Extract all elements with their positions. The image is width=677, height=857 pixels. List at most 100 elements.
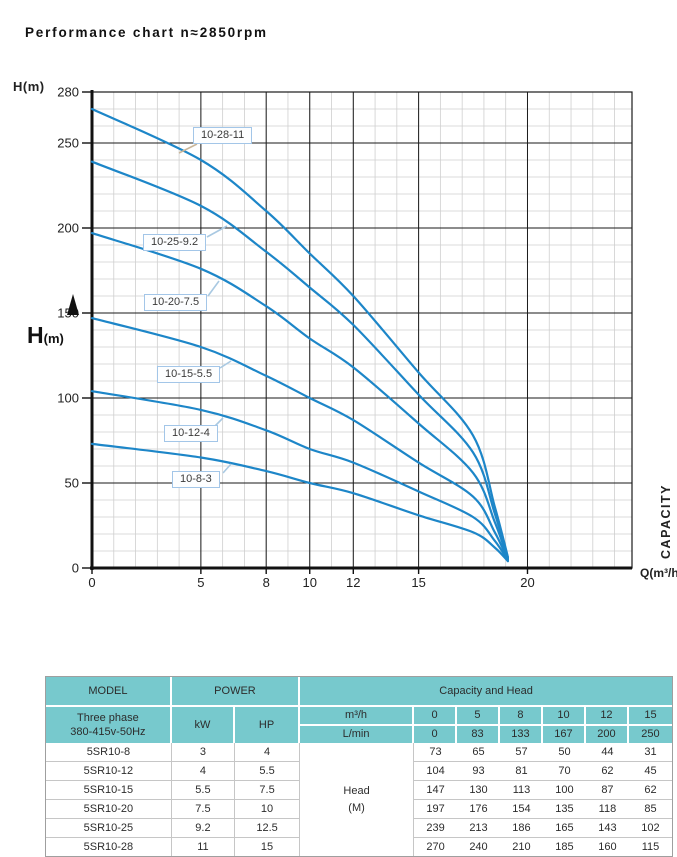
col-header-hp: HP [235,707,301,743]
hp-cell: 7.5 [235,781,301,800]
x-tick-label: 12 [346,575,360,590]
head-value-cell: 130 [457,781,500,800]
head-value-cell: 65 [457,743,500,762]
head-value-cell: 102 [628,819,672,838]
head-value-cell: 143 [585,819,629,838]
kw-cell: 4 [171,762,236,781]
x-tick-label: 10 [303,575,317,590]
head-value-cell: 104 [414,762,457,781]
head-value-cell: 239 [414,819,457,838]
lmin-value: 133 [499,726,543,743]
kw-cell: 11 [171,838,236,856]
x-tick-label: 0 [88,575,95,590]
lmin-value: 200 [585,726,629,743]
curve-10-8-3 [90,442,509,563]
head-value-cell: 100 [542,781,586,800]
curve-10-15-5.5 [90,317,509,561]
model-subheader: Three phase 380-415v-50Hz [46,707,172,743]
y-axis-title: H(m) [13,79,45,94]
model-cell: 5SR10-20 [46,800,172,819]
kw-cell: 5.5 [171,781,236,800]
model-cell: 5SR10-28 [46,838,172,856]
row-header-lmin: L/min [300,726,415,743]
head-value-cell: 118 [585,800,629,819]
y-tick-label: 250 [57,136,79,151]
head-value-cell: 240 [457,838,500,856]
table-row: 5SR10-15 5.5 7.5 147 130 113 100 87 62 [46,781,672,800]
performance-chart: 0 50 100 150 200 250 280 0 5 8 10 12 15 20 [57,85,633,590]
head-value-cell: 197 [414,800,457,819]
head-value-cell: 213 [457,819,500,838]
row-header-m3h: m³/h [300,707,415,726]
head-value-cell: 57 [499,743,543,762]
x-tick-label: 15 [411,575,425,590]
m3h-value: 15 [628,707,672,726]
lmin-value: 250 [628,726,672,743]
head-value-cell: 81 [499,762,543,781]
model-cell: 5SR10-8 [46,743,172,762]
label-leader [219,360,232,369]
head-value-cell: 62 [585,762,629,781]
m3h-value: 8 [499,707,543,726]
capacity-axis-label: CAPACITY [659,484,673,559]
label-leader [206,225,228,238]
curve-10-25-9.2 [90,160,509,559]
up-arrow-icon [67,294,79,315]
lmin-value: 83 [457,726,500,743]
table-row: 5SR10-8 3 4 Head (M) 73 65 57 50 44 31 [46,743,672,856]
head-value-cell: 147 [414,781,457,800]
head-value-cell: 73 [414,743,457,762]
y-tick-label: 200 [57,221,79,236]
kw-cell: 7.5 [171,800,236,819]
head-value-cell: 62 [628,781,672,800]
model-cell: 5SR10-25 [46,819,172,838]
head-value-cell: 160 [585,838,629,856]
kw-cell: 3 [171,743,236,762]
phase-line1: Three phase [77,711,139,724]
col-header-capacity-head: Capacity and Head [300,677,672,707]
spec-table: MODEL POWER Capacity and Head Three phas… [45,676,673,857]
col-header-kw: kW [171,707,236,743]
m3h-value: 10 [542,707,586,726]
hp-cell: 4 [235,743,301,762]
model-cell: 5SR10-15 [46,781,172,800]
head-unit-cell: Head (M) [300,743,415,856]
head-value-cell: 186 [499,819,543,838]
head-value-cell: 185 [542,838,586,856]
head-value-cell: 45 [628,762,672,781]
head-value-cell: 50 [542,743,586,762]
table-row: 5SR10-12 4 5.5 104 93 81 70 62 45 [46,762,672,781]
head-value-cell: 113 [499,781,543,800]
x-tick-label: 8 [263,575,270,590]
curve-10-20-7.5 [90,232,509,560]
head-value-cell: 70 [542,762,586,781]
head-value-cell: 44 [585,743,629,762]
label-leader [213,417,224,428]
label-leader [207,280,220,297]
label-leader [222,463,232,474]
y-tick-label: 50 [65,476,79,491]
head-value-cell: 115 [628,838,672,856]
x-tick-label: 20 [520,575,534,590]
hp-cell: 15 [235,838,301,856]
head-value-cell: 210 [499,838,543,856]
hp-cell: 10 [235,800,301,819]
label-leader [178,143,198,154]
head-value-cell: 176 [457,800,500,819]
y-axis-title-sub: (m) [43,331,64,346]
x-tick-label: 5 [197,575,204,590]
model-cell: 5SR10-12 [46,762,172,781]
kw-cell: 9.2 [171,819,236,838]
y-axis-title-large: H(m) [27,322,64,349]
table-row: 5SR10-20 7.5 10 197 176 154 135 118 85 [46,800,672,819]
head-value-cell: 31 [628,743,672,762]
m3h-value: 12 [585,707,629,726]
lmin-value: 0 [414,726,457,743]
lmin-value: 167 [542,726,586,743]
page-title: Performance chart n≈2850rpm [25,25,268,40]
head-value-cell: 270 [414,838,457,856]
head-value-cell: 85 [628,800,672,819]
curve-10-28-11 [90,107,509,559]
phase-line2: 380-415v-50Hz [70,726,146,738]
x-axis-title: Q(m³/h [640,566,677,580]
